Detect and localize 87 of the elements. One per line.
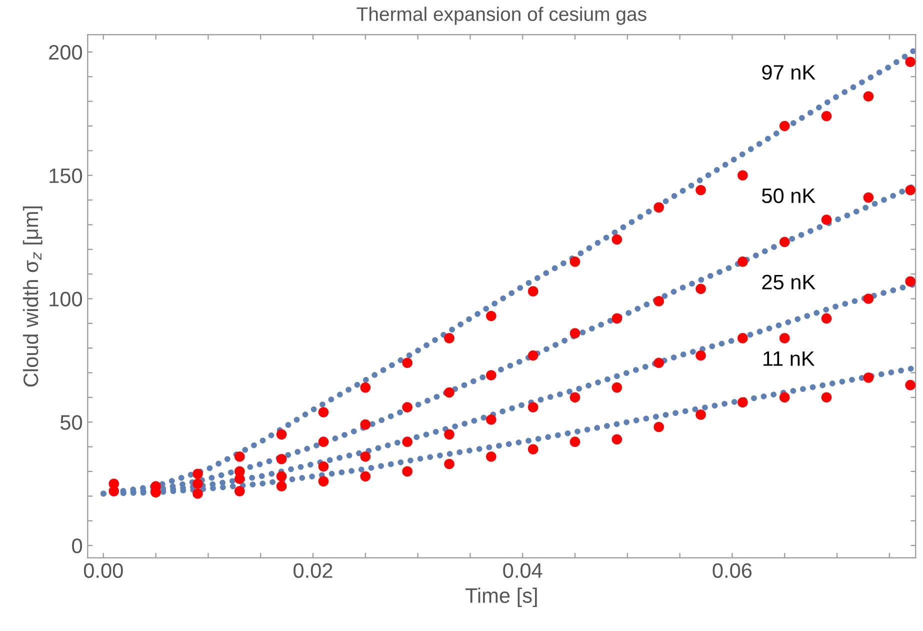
point: [402, 466, 412, 477]
point: [821, 214, 832, 225]
point: [234, 486, 245, 496]
series-label: 97 nK: [762, 65, 816, 80]
point: [318, 476, 329, 486]
x-tick-label: 0.02: [294, 563, 332, 578]
point: [612, 434, 622, 445]
point: [360, 451, 371, 462]
point: [696, 185, 706, 196]
point: [318, 407, 329, 418]
point: [528, 402, 538, 412]
point: [486, 414, 496, 425]
point: [612, 313, 622, 324]
point: [192, 488, 203, 499]
point: [654, 358, 664, 368]
point: [402, 402, 412, 412]
x-axis-title: Time [s]: [465, 588, 537, 608]
point: [360, 382, 371, 393]
point: [486, 310, 496, 322]
point: [570, 436, 580, 447]
point: [486, 370, 496, 380]
point: [444, 429, 454, 440]
point: [905, 56, 916, 67]
x-tick-label: 0.00: [84, 563, 123, 578]
point: [486, 451, 496, 462]
point: [654, 422, 664, 432]
point: [779, 236, 790, 248]
point: [905, 380, 916, 390]
point: [821, 313, 832, 324]
point: [738, 397, 748, 408]
point: [779, 120, 790, 132]
point: [654, 202, 664, 213]
point: [402, 358, 412, 368]
point: [738, 256, 748, 267]
y-tick-label: 200: [49, 44, 82, 60]
point: [863, 294, 874, 304]
point: [192, 468, 203, 480]
x-tick-label: 0.06: [712, 563, 752, 578]
point: [528, 444, 538, 454]
point: [570, 328, 580, 338]
series-label: 11 nK: [764, 351, 815, 366]
point: [108, 486, 120, 496]
point: [318, 461, 329, 472]
point: [779, 333, 790, 344]
point: [863, 91, 874, 102]
point: [360, 419, 371, 430]
point: [276, 454, 287, 464]
point: [570, 392, 580, 403]
point: [612, 234, 622, 245]
series-label: 25 nK: [762, 274, 816, 290]
point: [234, 451, 245, 462]
point: [863, 192, 874, 203]
point: [276, 481, 287, 492]
point: [696, 350, 706, 361]
point: [234, 474, 245, 484]
point: [696, 284, 706, 294]
point: [528, 286, 538, 296]
point: [192, 478, 203, 489]
point: [863, 372, 874, 383]
point: [528, 350, 538, 361]
point: [360, 471, 371, 482]
point: [905, 276, 916, 287]
point: [738, 333, 748, 344]
point: [276, 429, 287, 440]
point: [444, 333, 454, 344]
point: [779, 392, 790, 403]
point: [612, 382, 622, 393]
point: [318, 436, 329, 447]
point: [738, 170, 748, 180]
series-label: 50 nK: [762, 188, 816, 204]
point: [444, 458, 454, 470]
point: [402, 436, 412, 447]
point: [276, 471, 287, 482]
y-tick-label: 100: [50, 292, 82, 306]
point: [905, 185, 916, 196]
point: [444, 387, 454, 398]
y-axis-title: Cloud width σ$_{z}$ [μm]: [22, 206, 42, 387]
y-tick-label: 50: [60, 415, 82, 430]
point: [821, 392, 832, 403]
y-tick-label: 0: [72, 538, 82, 554]
point: [696, 410, 706, 420]
point: [570, 256, 580, 267]
x-tick-label: 0.04: [503, 563, 542, 578]
point: [654, 296, 664, 306]
y-tick-label: 150: [50, 168, 82, 184]
point: [821, 110, 832, 122]
chart-title: Thermal expansion of cesium gas: [356, 6, 646, 25]
